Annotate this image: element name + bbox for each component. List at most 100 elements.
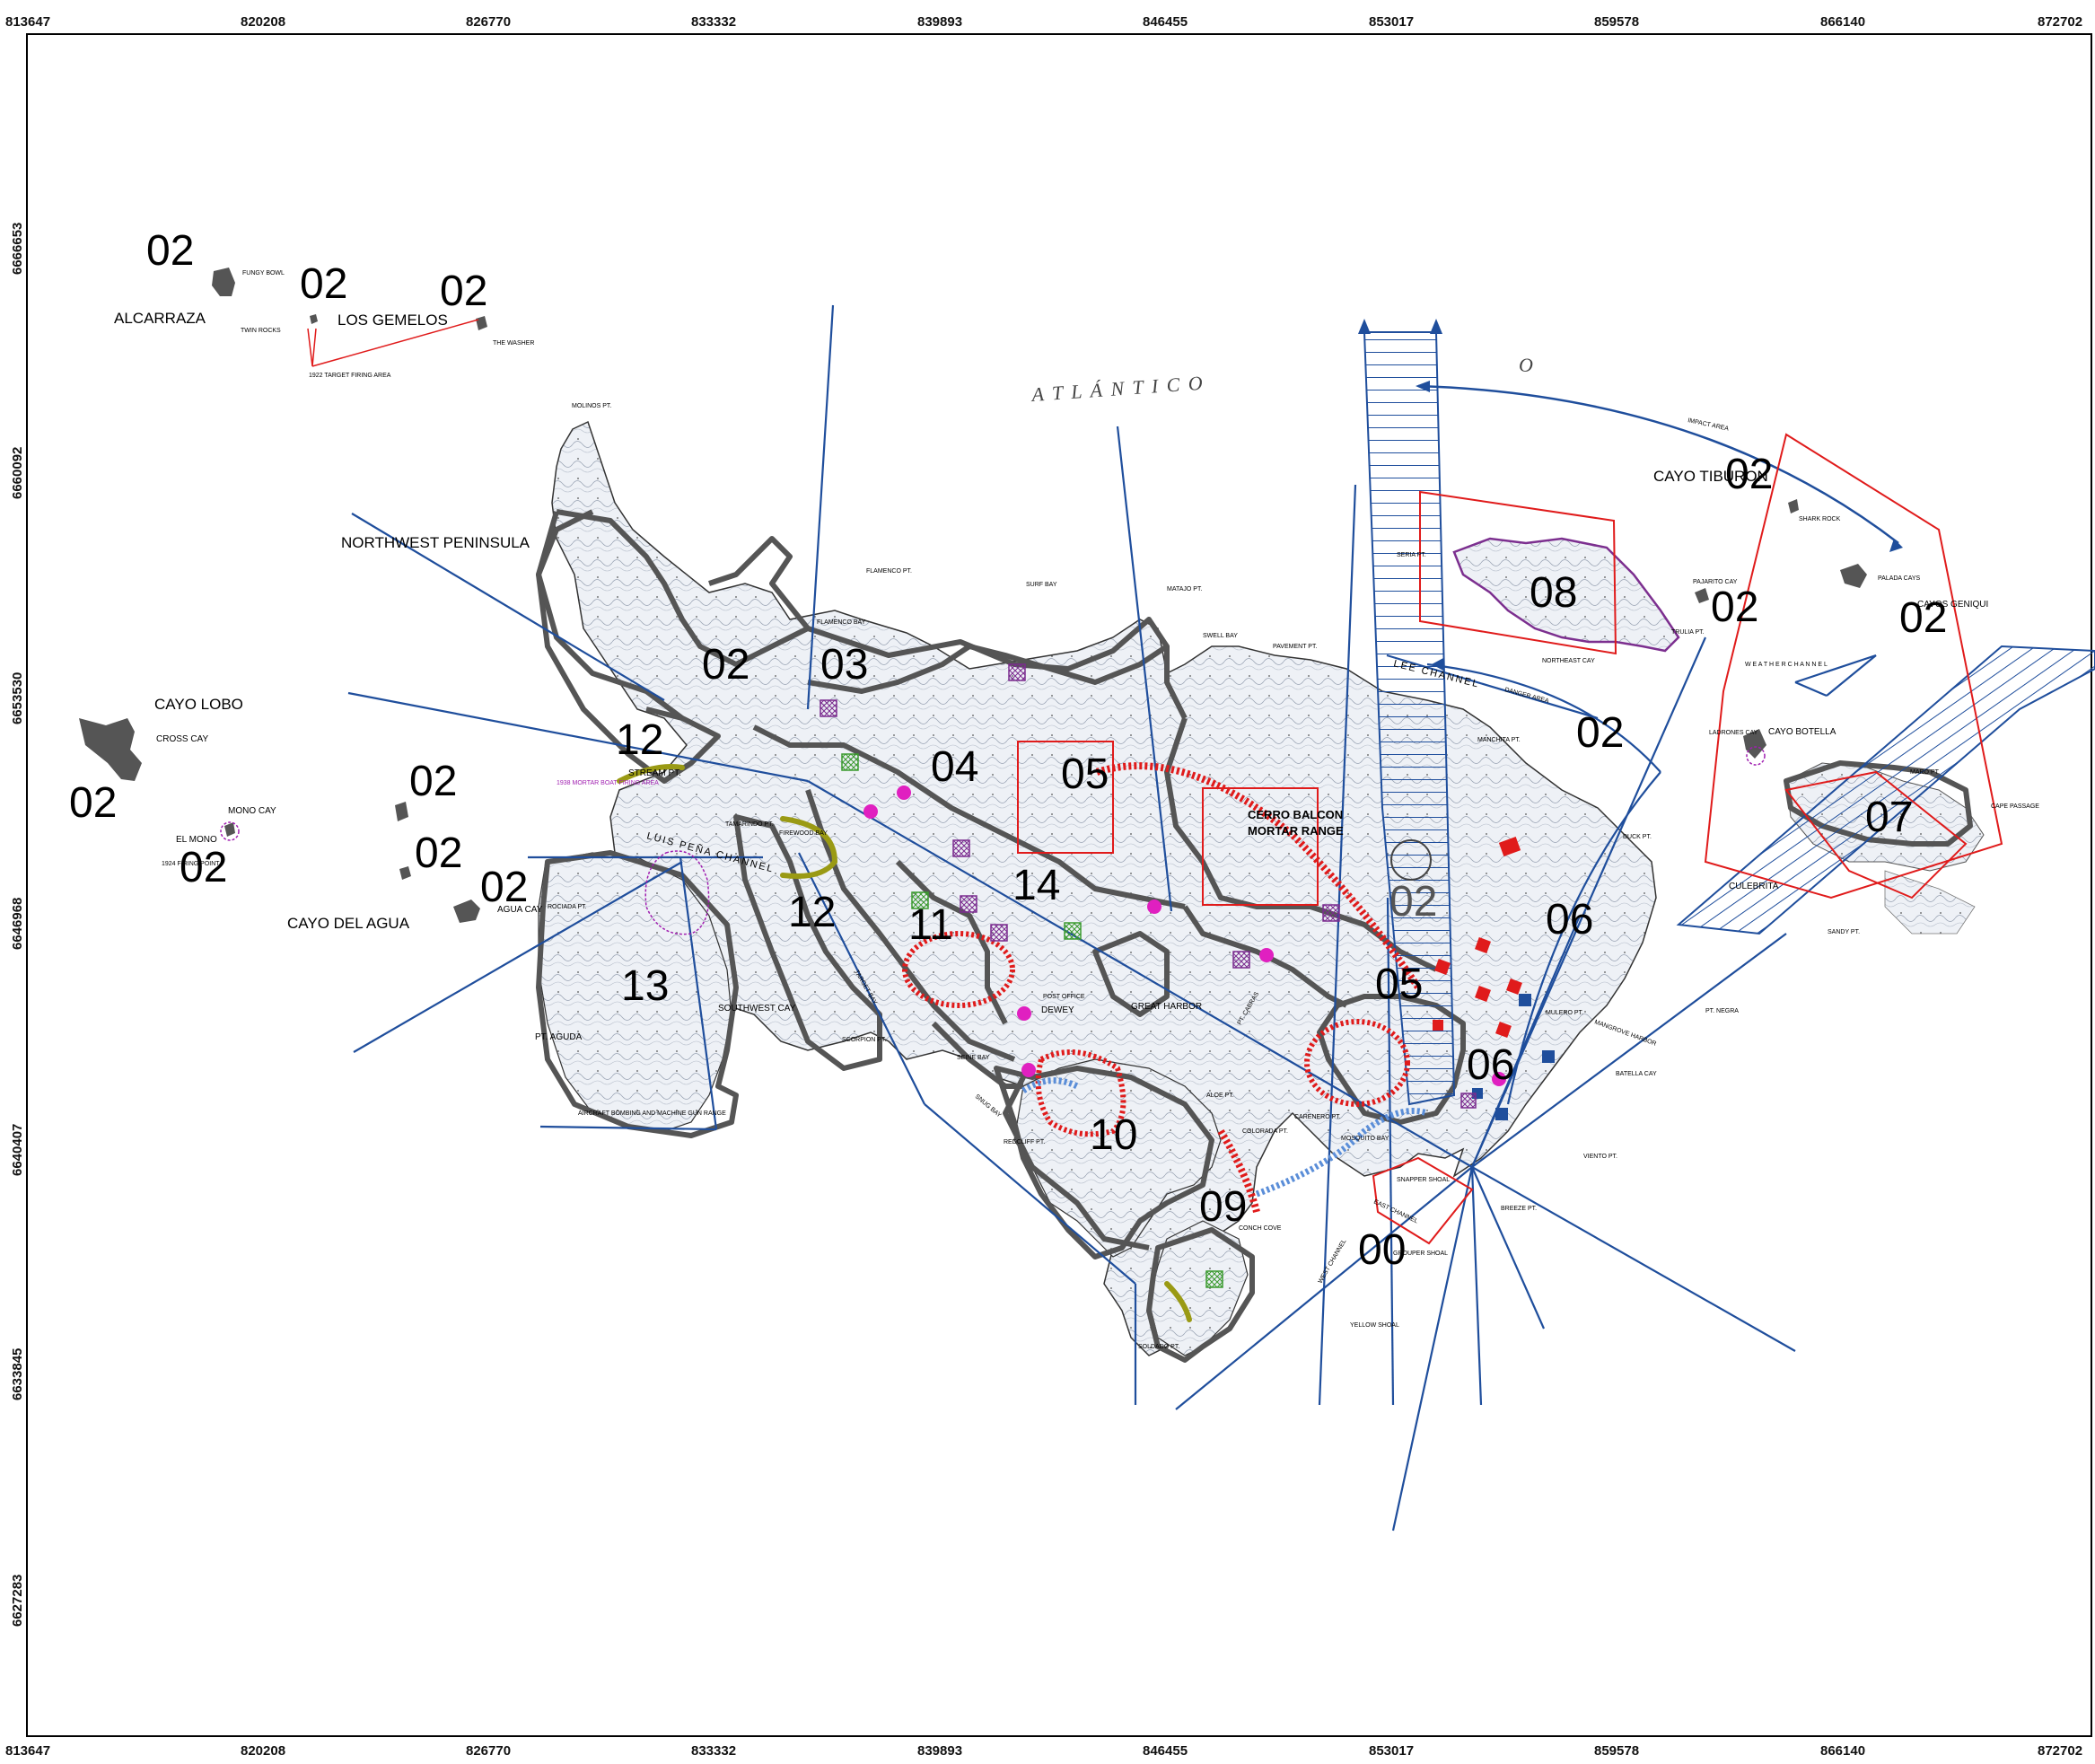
northeast-cay	[1452, 537, 1680, 653]
zone-label: 02	[69, 779, 117, 827]
zone-label: 05	[1061, 750, 1109, 798]
small-cays	[79, 268, 1976, 935]
place-label: MATAJO PT.	[1167, 586, 1202, 592]
zone-label: 02	[415, 829, 462, 877]
x-axis-bottom: 813647 820208 826770 833332 839893 84645…	[5, 1743, 2082, 1759]
x-tick-label: 859578	[1594, 1743, 1639, 1759]
x-tick-label: 826770	[466, 1743, 511, 1759]
x-tick-label: 846455	[1143, 14, 1188, 30]
zone-label: 09	[1199, 1183, 1247, 1231]
y-tick-label: 6660092	[10, 447, 25, 499]
zone-label: 06	[1467, 1041, 1514, 1089]
place-label: TRULIA PT.	[1671, 629, 1705, 636]
boundary-inner	[752, 724, 1186, 909]
zone-label: 07	[1865, 794, 1913, 841]
zone-label: 08	[1530, 569, 1577, 617]
boundary-nw	[556, 509, 811, 667]
y-axis-left: 6666653 6660092 6653530 6646968 6640407 …	[10, 223, 25, 1627]
place-label: ALCARRAZA	[114, 310, 206, 327]
place-label: LADRONES CAY	[1709, 730, 1758, 736]
y-tick-label: 6627283	[10, 1575, 25, 1627]
boundary-cayo-agua	[536, 850, 739, 1138]
place-label: COLORADA PT.	[1242, 1128, 1288, 1135]
hatched-channels	[1363, 331, 2095, 1106]
boundary-great-harbor	[1092, 931, 1170, 1017]
zone-label: 13	[621, 962, 669, 1010]
place-label: NORTHWEST PENINSULA	[341, 534, 530, 551]
x-tick-label: 839893	[917, 1743, 962, 1759]
cay-shape	[399, 866, 411, 880]
place-label: MOLINOS PT.	[572, 403, 611, 409]
place-label: PAJARITO CAY	[1693, 579, 1738, 585]
cay-shape	[476, 316, 487, 330]
boundary-sw-coast	[931, 1021, 1023, 1089]
zone-label: 02	[1725, 451, 1773, 498]
x-tick-label: 833332	[691, 1743, 736, 1759]
x-tick-label: 853017	[1369, 14, 1414, 30]
zone-label: 04	[931, 743, 978, 791]
place-label: CARENERO PT.	[1294, 1114, 1341, 1120]
zone-label: 02	[146, 227, 194, 275]
place-label: DANGER AREA	[1503, 687, 1549, 705]
place-label: ALOE PT.	[1206, 1093, 1234, 1099]
zone-label: 02	[440, 268, 487, 315]
place-label: CAYO LOBO	[154, 696, 243, 713]
place-label: SOLDADO PT.	[1138, 1344, 1179, 1350]
map-frame	[26, 33, 2092, 1737]
place-label: SEINE BAY	[957, 1055, 990, 1061]
x-tick-label: 853017	[1369, 1743, 1414, 1759]
zone-label: 02	[409, 758, 457, 805]
red-zone-box	[1784, 770, 1968, 900]
place-label: FLAMENCO BAY	[817, 619, 866, 626]
place-label: CERRO BALCON	[1248, 808, 1343, 821]
place-label: 1938 MORTAR BOAT FIRING AREA	[557, 780, 659, 786]
place-label: 1922 TARGET FIRING AREA	[309, 373, 391, 379]
red-zones	[307, 319, 2003, 1245]
y-tick-label: 6633845	[10, 1348, 25, 1400]
zone-label: 00	[1358, 1226, 1406, 1274]
place-label: REDCLIFF PT.	[1004, 1139, 1045, 1145]
range-boundaries	[536, 509, 1973, 1363]
place-label: CAYOS GENIQUI	[1917, 600, 1988, 610]
x-tick-label: 820208	[241, 1743, 285, 1759]
place-label: SURF BAY	[1026, 582, 1057, 588]
place-label: GREAT HARBOR	[1131, 1002, 1202, 1012]
red-zone-box	[1704, 433, 2003, 900]
cay-shape	[1884, 870, 1976, 935]
y-tick-label: 6646968	[10, 898, 25, 950]
place-label: W E A T H E R C H A N N E L	[1745, 662, 1828, 668]
place-label: YELLOW SHOAL	[1350, 1322, 1399, 1329]
blue-range-lines	[347, 304, 1899, 1531]
red-arrow	[307, 319, 479, 367]
y-tick-label: 6640407	[10, 1124, 25, 1176]
boundary-nw-peninsula	[536, 509, 684, 721]
sea-label: A T L Á N T I C O	[1030, 372, 1205, 407]
place-label: THE WASHER	[493, 340, 534, 347]
place-label: SOUTHWEST CAY	[718, 1004, 796, 1014]
place-label: CAPE PASSAGE	[1991, 803, 2039, 810]
place-label: CAYO BOTELLA	[1768, 727, 1836, 737]
place-label: CROSS CAY	[156, 734, 208, 744]
place-label: STREAM PT.	[628, 768, 681, 778]
place-label: MORTAR RANGE	[1248, 824, 1344, 838]
zone-label: 02	[1576, 709, 1624, 757]
zone-label: 11	[908, 901, 953, 949]
purple-areas	[220, 746, 1766, 935]
boundary-snug	[994, 1066, 1214, 1259]
place-label: 1924 FIRING POINT	[162, 861, 220, 867]
boundary-luis-pena	[733, 814, 882, 1071]
boundary-center	[807, 617, 1188, 720]
place-label: MOSQUITO BAY	[1341, 1136, 1389, 1142]
impact-ring	[1390, 839, 1432, 881]
red-square-markers	[1433, 837, 1522, 1038]
x-axis-top: 813647 820208 826770 833332 839893 84645…	[5, 14, 2082, 30]
x-tick-label: 839893	[917, 14, 962, 30]
x-tick-label: 866140	[1820, 1743, 1865, 1759]
zone-label: 05	[1375, 961, 1423, 1008]
boundary-east	[1317, 994, 1466, 1125]
zone-label: 02	[702, 641, 749, 689]
zone-numbers: 02 02 02 02 02 02 02 02 02 03 12 04 05 1…	[69, 227, 1947, 1274]
place-label: SCORPION PT.	[842, 1037, 886, 1043]
place-label: VIENTO PT.	[1583, 1154, 1617, 1160]
zone-label: 14	[1012, 862, 1060, 909]
